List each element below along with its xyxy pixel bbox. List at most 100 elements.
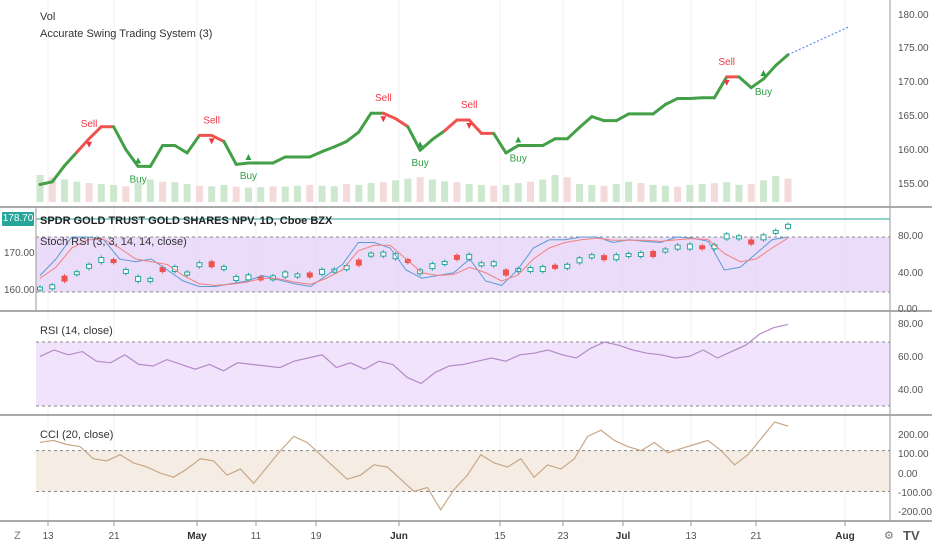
swing-line-segment (87, 125, 103, 141)
candle-body (368, 252, 375, 257)
swing-line-segment (124, 148, 140, 168)
volume-bar (48, 177, 56, 202)
swing-line-segment (63, 150, 79, 168)
swing-line-segment (774, 53, 790, 67)
candle-body (613, 254, 620, 261)
volume-bar (343, 184, 351, 202)
y-tick: -100.00 (898, 488, 932, 499)
volume-bar (159, 181, 167, 202)
volume-bar (220, 184, 228, 202)
volume-bar (600, 185, 608, 202)
x-tick: 13 (685, 531, 697, 542)
logo-icon: TV (903, 528, 920, 543)
volume-bar (735, 184, 743, 202)
swing-line-segment (148, 144, 165, 168)
volume-bar (122, 186, 130, 202)
volume-bar (318, 185, 326, 202)
swing-line-segment (112, 125, 128, 152)
volume-bar (195, 185, 203, 202)
volume-bar (171, 182, 179, 202)
swing-line-segment (651, 103, 667, 116)
candle-body (171, 266, 178, 273)
volume-bar (784, 178, 792, 202)
candle-body (294, 273, 301, 278)
candle-body (699, 245, 706, 250)
candle-body (441, 260, 448, 265)
rsi-label[interactable]: RSI (14, close) (40, 325, 113, 337)
candle-body (245, 274, 252, 281)
candle-body (147, 277, 154, 282)
buy-arrow-icon (515, 136, 522, 143)
swing-line-segment (565, 125, 582, 141)
volume-bar (772, 175, 780, 202)
stoch-d-line (39, 237, 789, 286)
volume-bar (551, 175, 559, 202)
candle-body (637, 251, 644, 257)
volume-bar (379, 182, 387, 202)
axes (0, 0, 932, 526)
left-price-tick: 170.00 (4, 248, 35, 259)
swing-line-segment (467, 118, 483, 135)
candle-body (478, 262, 485, 267)
swing-line-segment (50, 164, 67, 184)
volume-bar (710, 183, 718, 202)
volume-bar (441, 181, 449, 202)
volume-bar (330, 186, 338, 202)
x-tick: 21 (108, 531, 120, 542)
rsi-pane (36, 323, 890, 407)
volume-bar (281, 186, 289, 202)
settings-icon[interactable]: ⚙ (884, 530, 894, 542)
swing-line-segment (38, 180, 54, 187)
volume-bar (61, 179, 69, 202)
symbol-title[interactable]: SPDR GOLD TRUST GOLD SHARES NPV, 1D, Cbo… (40, 215, 333, 227)
candle-body (49, 284, 56, 290)
volume-bar (73, 181, 81, 202)
vol-label[interactable]: Vol (40, 11, 56, 23)
volume-bar (723, 182, 731, 202)
cci-line (39, 421, 789, 512)
sell-arrow-icon (723, 79, 730, 86)
volume-bar (649, 184, 657, 202)
zoom-button[interactable]: Z (14, 530, 21, 542)
volume-bar (563, 177, 571, 202)
cci-label[interactable]: CCI (20, close) (40, 429, 114, 441)
volume-bar (759, 180, 767, 202)
forecast-line (787, 26, 849, 56)
volume-bar (502, 184, 510, 202)
x-tick: 13 (42, 531, 54, 542)
volume-bar (686, 184, 694, 202)
volume-bar (36, 175, 44, 202)
candle-body (539, 266, 546, 273)
volume-bar (612, 184, 620, 202)
swing-system-label[interactable]: Accurate Swing Trading System (3) (40, 28, 213, 40)
stoch-rsi-label[interactable]: Stoch RSI (3, 3, 14, 14, close) (40, 236, 187, 248)
y-tick: 60.00 (898, 352, 924, 363)
candle-body (429, 263, 436, 270)
candle-body (355, 259, 362, 266)
y-tick: 40.00 (898, 385, 924, 396)
candle-body (306, 272, 313, 278)
candle-body (282, 271, 289, 278)
volume-bar (208, 186, 216, 202)
rsi-band (36, 342, 890, 406)
buy-arrow-icon (135, 157, 142, 164)
swing-line-series (38, 26, 849, 187)
candle-body (135, 275, 142, 282)
volume-bar (661, 185, 669, 202)
swing-line-segment (541, 137, 557, 148)
candle-body (552, 264, 559, 269)
swing-line-segment (394, 117, 410, 129)
volume-series (36, 175, 792, 202)
x-tick: May (187, 531, 207, 542)
candle-body (453, 254, 460, 260)
volume-bar (576, 184, 584, 202)
volume-bar (134, 183, 142, 202)
volume-bar (674, 186, 682, 202)
volume-bar (465, 184, 473, 202)
sell-arrow-icon (208, 138, 215, 145)
rsi-line (39, 323, 789, 385)
volume-bar (404, 178, 412, 202)
swing-line-segment (185, 133, 201, 155)
volume-bar (588, 184, 596, 202)
